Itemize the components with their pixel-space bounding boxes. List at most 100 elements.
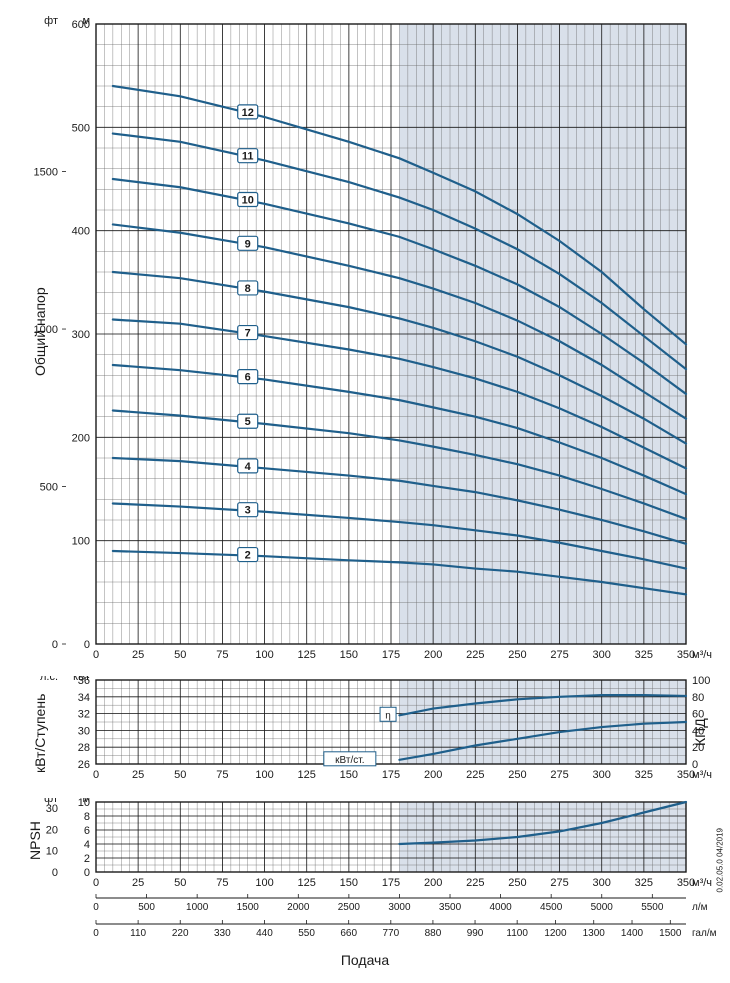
footnote: 0.02.05.0 04/2019	[716, 813, 725, 893]
svg-text:75: 75	[216, 769, 228, 781]
svg-text:0: 0	[84, 639, 90, 651]
svg-text:50: 50	[174, 649, 186, 661]
svg-text:4500: 4500	[540, 902, 563, 913]
svg-text:8: 8	[245, 283, 251, 295]
svg-text:325: 325	[635, 769, 653, 781]
svg-text:5000: 5000	[591, 902, 614, 913]
svg-text:880: 880	[425, 928, 442, 939]
svg-text:125: 125	[298, 649, 316, 661]
svg-text:34: 34	[78, 692, 90, 704]
power-axis-title: кВт/Ступень	[32, 653, 48, 773]
svg-text:11: 11	[242, 151, 254, 163]
svg-text:0: 0	[93, 902, 99, 913]
svg-text:5: 5	[245, 416, 251, 428]
svg-text:100: 100	[255, 769, 273, 781]
svg-text:м³/ч: м³/ч	[692, 649, 712, 661]
svg-text:300: 300	[593, 769, 611, 781]
svg-text:500: 500	[72, 122, 90, 134]
alt-x-axes: 0500100015002000250030003500400045005000…	[8, 888, 722, 948]
svg-text:3500: 3500	[439, 902, 462, 913]
svg-text:300: 300	[593, 649, 611, 661]
npsh-panel: 0255075100125150175200225250275300325350…	[8, 798, 722, 898]
svg-text:1100: 1100	[506, 928, 528, 939]
svg-text:9: 9	[245, 238, 251, 250]
svg-text:4: 4	[245, 461, 252, 473]
svg-text:250: 250	[508, 769, 526, 781]
svg-text:2: 2	[84, 853, 90, 865]
svg-text:500: 500	[138, 902, 155, 913]
svg-text:175: 175	[382, 649, 400, 661]
svg-text:0: 0	[52, 639, 58, 651]
svg-text:фт: фт	[44, 16, 58, 27]
svg-text:10: 10	[242, 194, 254, 206]
svg-text:660: 660	[340, 928, 357, 939]
svg-text:0: 0	[52, 867, 58, 879]
svg-text:4000: 4000	[489, 902, 512, 913]
svg-text:1300: 1300	[583, 928, 606, 939]
svg-text:100: 100	[255, 649, 273, 661]
svg-text:400: 400	[72, 226, 90, 238]
svg-text:8: 8	[84, 811, 90, 823]
svg-text:225: 225	[466, 649, 484, 661]
svg-text:1500: 1500	[659, 928, 682, 939]
svg-text:кВт/ст.: кВт/ст.	[335, 755, 364, 766]
svg-text:0: 0	[84, 867, 90, 879]
svg-text:500: 500	[40, 482, 58, 494]
svg-text:250: 250	[508, 649, 526, 661]
svg-text:6: 6	[84, 825, 90, 837]
svg-text:990: 990	[467, 928, 484, 939]
svg-text:0: 0	[93, 649, 99, 661]
svg-text:л/м: л/м	[692, 902, 708, 913]
svg-text:25: 25	[132, 769, 144, 781]
svg-text:0: 0	[692, 759, 698, 771]
svg-text:2000: 2000	[287, 902, 310, 913]
svg-text:50: 50	[174, 769, 186, 781]
svg-text:6: 6	[245, 372, 251, 384]
svg-text:200: 200	[72, 432, 90, 444]
pump-curve-figure: 1211109876543202550751001251501752002252…	[8, 8, 722, 975]
svg-text:225: 225	[466, 769, 484, 781]
svg-text:32: 32	[78, 709, 90, 721]
svg-text:330: 330	[214, 928, 231, 939]
svg-text:220: 220	[172, 928, 189, 939]
head-axis-title: Общий напор	[32, 276, 48, 376]
svg-text:2500: 2500	[338, 902, 361, 913]
eff-axis-title: КПД	[692, 686, 708, 746]
x-axis-title: Подача	[8, 952, 722, 968]
svg-text:5500: 5500	[641, 902, 664, 913]
svg-text:25: 25	[132, 649, 144, 661]
svg-text:4: 4	[84, 839, 90, 851]
svg-text:12: 12	[242, 107, 254, 119]
svg-text:175: 175	[382, 769, 400, 781]
power-eff-panel: ηкВт/ст.02550751001251501752002252502753…	[8, 676, 722, 790]
svg-text:770: 770	[382, 928, 399, 939]
svg-text:110: 110	[130, 928, 146, 939]
svg-text:440: 440	[256, 928, 273, 939]
svg-text:1400: 1400	[621, 928, 644, 939]
svg-text:м: м	[82, 798, 90, 805]
svg-text:75: 75	[216, 649, 228, 661]
svg-text:30: 30	[78, 725, 90, 737]
svg-text:325: 325	[635, 649, 653, 661]
svg-text:3: 3	[245, 505, 251, 517]
svg-text:1500: 1500	[237, 902, 260, 913]
svg-text:200: 200	[424, 649, 442, 661]
svg-text:кВт: кВт	[73, 676, 90, 683]
svg-text:100: 100	[72, 536, 90, 548]
svg-text:0: 0	[93, 928, 99, 939]
svg-text:3000: 3000	[388, 902, 411, 913]
svg-text:η: η	[385, 710, 391, 721]
svg-text:275: 275	[550, 649, 568, 661]
svg-text:550: 550	[298, 928, 315, 939]
svg-text:10: 10	[46, 846, 58, 858]
svg-text:20: 20	[46, 824, 58, 836]
svg-text:275: 275	[550, 769, 568, 781]
svg-text:фт: фт	[44, 798, 58, 805]
svg-text:28: 28	[78, 742, 90, 754]
svg-text:1200: 1200	[544, 928, 567, 939]
svg-text:150: 150	[340, 769, 358, 781]
svg-text:гал/м: гал/м	[692, 928, 717, 939]
svg-text:1500: 1500	[34, 167, 58, 179]
svg-text:200: 200	[424, 769, 442, 781]
npsh-axis-title: NPSH	[27, 800, 43, 860]
